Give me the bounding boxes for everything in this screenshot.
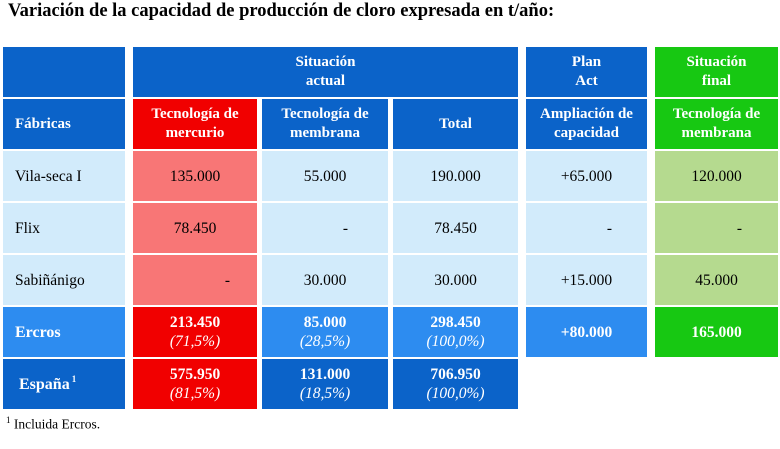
cell-ercros-membrana: 85.000 (28,5%) bbox=[262, 307, 388, 357]
cell-flix-mercurio: 78.450 bbox=[133, 203, 257, 253]
header-situacion-actual: Situación actual bbox=[133, 47, 518, 97]
cell-vila-seca-membrana: 55.000 bbox=[262, 151, 388, 201]
cell-flix-ampliacion: - bbox=[526, 203, 647, 253]
header-plan-act: Plan Act bbox=[526, 47, 647, 97]
cell-espana-membrana: 131.000 (18,5%) bbox=[262, 359, 388, 409]
table-title: Variación de la capacidad de producción … bbox=[8, 1, 555, 21]
row-name-vila-seca: Vila-seca I bbox=[3, 151, 125, 201]
cell-ercros-total: 298.450 (100,0%) bbox=[393, 307, 518, 357]
cell-sabinanigo-mercurio: - bbox=[133, 255, 257, 305]
header-ampliacion: Ampliación de capacidad bbox=[526, 99, 647, 149]
footnote-text: Incluida Ercros. bbox=[13, 416, 101, 432]
footnote: 1 Incluida Ercros. bbox=[6, 415, 100, 433]
footnote-marker: 1 bbox=[71, 373, 77, 384]
header-total: Total bbox=[393, 99, 518, 149]
cell-sabinanigo-membrana: 30.000 bbox=[262, 255, 388, 305]
cell-ercros-mercurio: 213.450 (71,5%) bbox=[133, 307, 257, 357]
cell-ercros-ampliacion: +80.000 bbox=[526, 307, 647, 357]
cell-sabinanigo-ampliacion: +15.000 bbox=[526, 255, 647, 305]
row-name-ercros: Ercros bbox=[3, 307, 125, 357]
header-tecnologia-mercurio: Tecnología de mercurio bbox=[133, 99, 257, 149]
header-blank bbox=[3, 47, 125, 97]
cell-espana-total: 706.950 (100,0%) bbox=[393, 359, 518, 409]
cell-flix-total: 78.450 bbox=[393, 203, 518, 253]
footnote-number: 1 bbox=[6, 415, 11, 425]
cell-espana-mercurio: 575.950 (81,5%) bbox=[133, 359, 257, 409]
cell-vila-seca-ampliacion: +65.000 bbox=[526, 151, 647, 201]
cell-sabinanigo-total: 30.000 bbox=[393, 255, 518, 305]
cell-sabinanigo-final: 45.000 bbox=[655, 255, 778, 305]
cell-flix-final: - bbox=[655, 203, 778, 253]
cell-flix-membrana: - bbox=[262, 203, 388, 253]
header-situacion-final: Situación final bbox=[655, 47, 778, 97]
header-tecnologia-membrana: Tecnología de membrana bbox=[262, 99, 388, 149]
cell-ercros-final: 165.000 bbox=[655, 307, 778, 357]
row-name-espana: España 1 bbox=[3, 359, 125, 409]
cell-vila-seca-final: 120.000 bbox=[655, 151, 778, 201]
cell-vila-seca-total: 190.000 bbox=[393, 151, 518, 201]
row-name-flix: Flix bbox=[3, 203, 125, 253]
cell-vila-seca-mercurio: 135.000 bbox=[133, 151, 257, 201]
row-name-sabinanigo: Sabiñánigo bbox=[3, 255, 125, 305]
header-fabricas: Fábricas bbox=[3, 99, 125, 149]
header-final-membrana: Tecnología de membrana bbox=[655, 99, 778, 149]
